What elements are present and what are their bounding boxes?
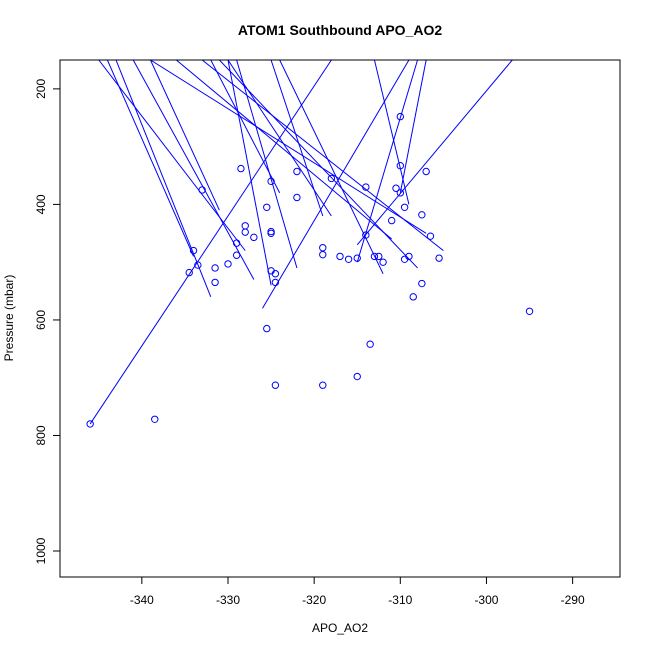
y-axis: 200 400 600 800 1000 <box>34 79 60 564</box>
data-point <box>396 189 405 197</box>
x-tick-label: -330 <box>216 593 240 607</box>
data-point <box>151 415 159 423</box>
data-point <box>396 162 405 170</box>
data-point <box>418 279 426 288</box>
data-point <box>232 251 241 259</box>
plot-frame <box>59 59 621 578</box>
data-point <box>344 255 353 263</box>
data-point <box>211 278 219 287</box>
data-point <box>271 278 280 287</box>
data-point <box>370 252 379 261</box>
data-point <box>271 270 280 278</box>
y-tick-label: 400 <box>34 194 48 214</box>
series-segment <box>219 60 418 269</box>
y-tick-label: 600 <box>34 310 48 330</box>
data-point <box>418 211 426 219</box>
x-tick-label: -320 <box>302 593 326 607</box>
data-point <box>327 174 336 183</box>
data-point <box>224 260 232 268</box>
y-tick-label: 800 <box>34 425 48 445</box>
data-point <box>267 177 275 186</box>
data-point <box>267 229 275 238</box>
data-point <box>405 252 413 261</box>
data-point <box>525 307 534 315</box>
x-tick-label: -290 <box>561 593 585 607</box>
y-tick-label: 200 <box>34 79 48 99</box>
data-point <box>211 264 219 272</box>
data-point <box>387 216 396 225</box>
data-point <box>400 203 409 212</box>
series-segment <box>227 60 272 286</box>
data-point <box>198 186 206 194</box>
series-segment <box>106 60 194 257</box>
series-segment <box>150 60 427 234</box>
series-segment <box>115 60 212 298</box>
data-point <box>379 258 387 266</box>
plot-area <box>86 60 534 428</box>
data-point <box>194 261 202 269</box>
data-point <box>250 233 258 242</box>
series-segment <box>356 60 513 246</box>
series-segment <box>399 60 427 193</box>
data-point <box>353 372 361 381</box>
data-point <box>185 268 193 277</box>
series-segment <box>210 60 281 194</box>
data-point <box>435 254 443 262</box>
data-point <box>366 340 374 348</box>
x-axis: -340 -330 -320 -310 -300 -290 <box>130 577 585 607</box>
chart-title: ATOM1 Southbound APO_AO2 <box>238 22 443 38</box>
x-tick-label: -310 <box>388 593 412 607</box>
data-point <box>426 232 435 240</box>
x-axis-label: APO_AO2 <box>312 621 368 635</box>
data-point <box>241 228 249 236</box>
data-point <box>375 252 383 261</box>
data-point <box>263 324 271 333</box>
data-point <box>362 231 370 239</box>
y-axis-label: Pressure (mbar) <box>2 275 16 362</box>
data-point <box>392 184 400 192</box>
data-point <box>189 246 198 255</box>
data-point <box>336 252 344 261</box>
data-point <box>319 381 327 389</box>
data-point <box>353 254 361 262</box>
data-point <box>237 164 245 173</box>
data-point <box>293 193 301 202</box>
series-segment <box>150 60 220 211</box>
data-point <box>263 203 271 212</box>
data-point <box>396 112 405 121</box>
data-point <box>319 244 327 252</box>
series-segment <box>373 60 410 205</box>
x-tick-label: -300 <box>474 593 498 607</box>
y-tick-label: 1000 <box>34 537 48 564</box>
x-tick-label: -340 <box>130 593 154 607</box>
series-segment <box>270 60 324 217</box>
data-point <box>319 250 327 259</box>
data-point <box>422 167 430 176</box>
data-point <box>232 239 241 247</box>
data-point <box>293 167 301 176</box>
series-segment <box>175 60 393 240</box>
data-point <box>362 183 370 191</box>
series-segment <box>356 60 419 263</box>
data-point <box>86 420 94 428</box>
data-point <box>409 293 417 301</box>
data-point <box>271 381 280 389</box>
